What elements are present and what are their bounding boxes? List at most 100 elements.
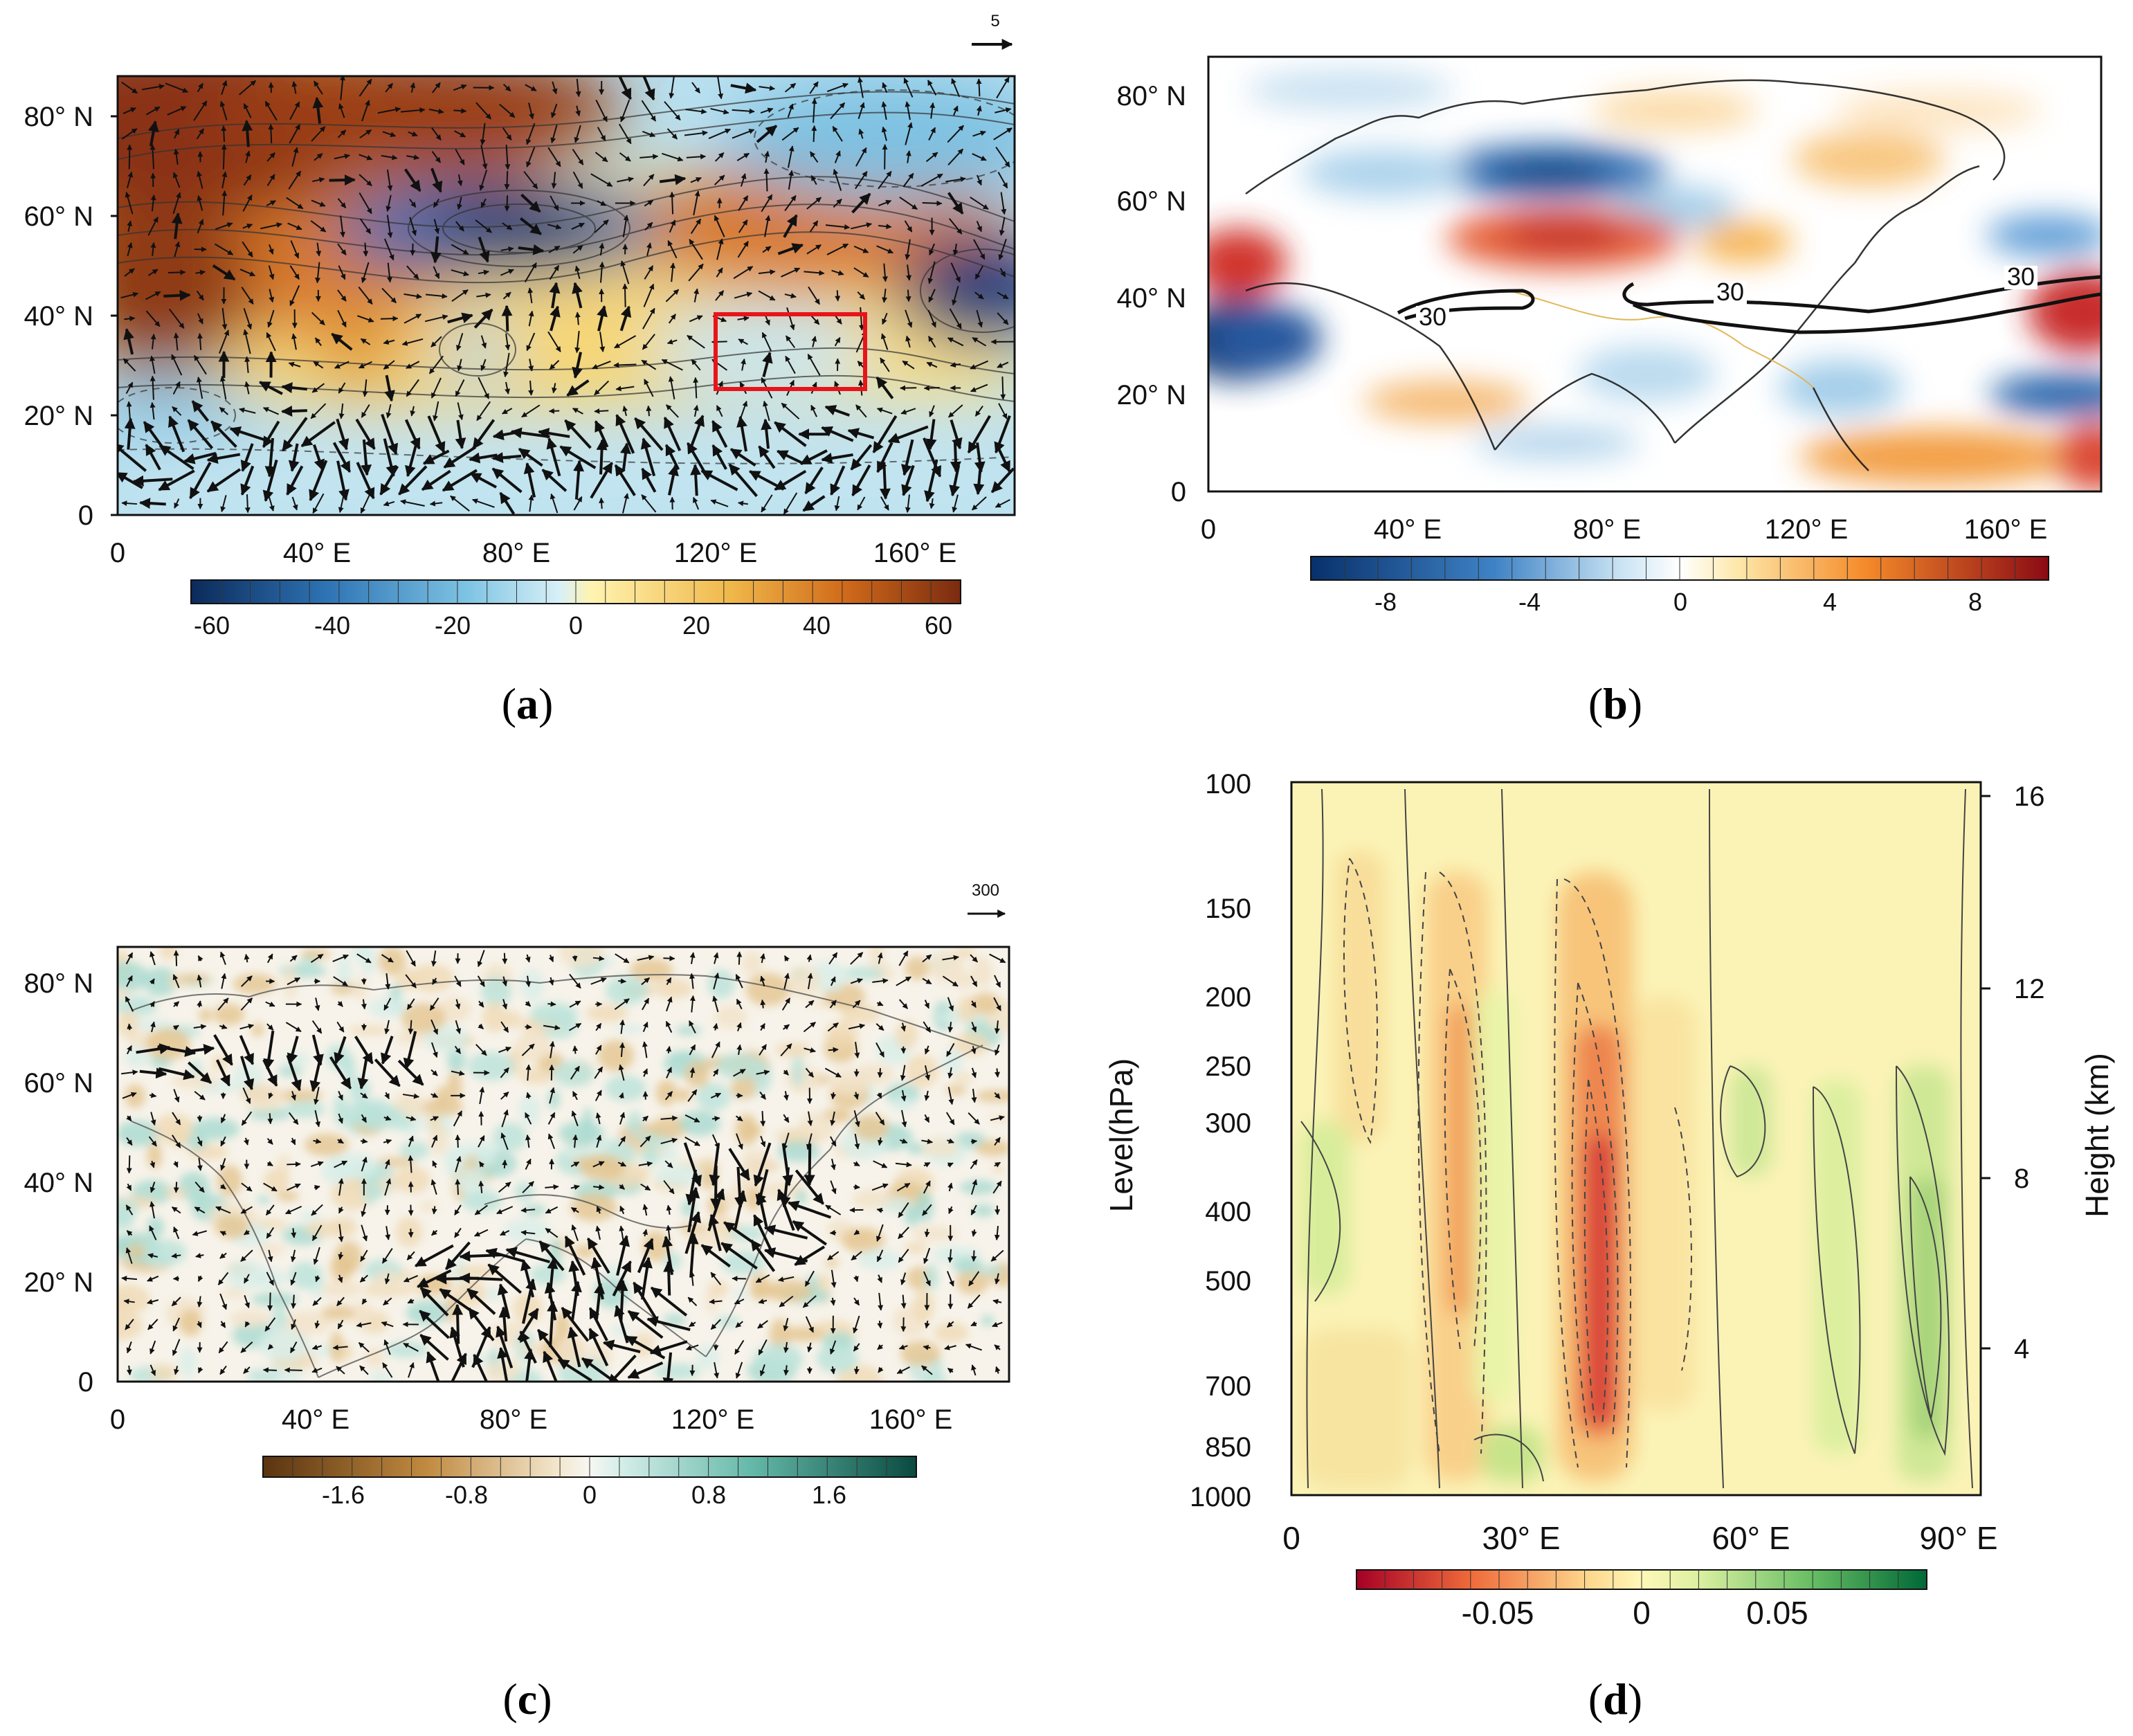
panel-d: 100 150 200 250 300 400 500 700 850 1000… (1103, 769, 2115, 1724)
wind-vector (998, 403, 1008, 419)
anomaly-patch (696, 1345, 720, 1370)
wind-vector (622, 283, 628, 307)
anomaly-patch (959, 1180, 999, 1195)
wind-vector (499, 491, 516, 515)
wind-vector (716, 405, 723, 417)
wind-vector (430, 377, 442, 399)
wind-vector (196, 128, 204, 140)
wind-vector (149, 375, 156, 400)
wind-vector (457, 174, 463, 187)
wind-vector (738, 338, 748, 345)
anomaly-patch (298, 1211, 321, 1222)
anomaly-patch (259, 1328, 308, 1362)
wind-vector (310, 403, 327, 419)
wind-vector (687, 442, 706, 473)
panel-a-caption: (a) (502, 679, 554, 728)
wind-vector (802, 495, 826, 512)
panel-d-x-axis: 0 30° E 60° E 90° E (1282, 1520, 1997, 1556)
wind-vector (267, 1113, 273, 1125)
wind-vector (401, 338, 424, 346)
wind-vector (361, 439, 372, 476)
wind-vector (642, 131, 656, 138)
wind-vector (858, 128, 864, 139)
wind-vector (143, 421, 163, 448)
anomaly-patch (745, 973, 790, 1006)
anomaly-patch (520, 969, 545, 1002)
wind-vector (948, 218, 963, 235)
wind-vector (619, 152, 631, 162)
anomaly-patch (118, 961, 149, 993)
wind-vector (572, 282, 583, 309)
anomaly-patch (145, 1027, 191, 1060)
wind-vector (313, 361, 324, 369)
wind-vector (876, 245, 894, 254)
wind-vector (127, 1023, 133, 1031)
wind-vector (922, 200, 943, 206)
panel-d-ytick: 300 (1205, 1108, 1251, 1139)
panel-b-field (1208, 57, 2101, 491)
anomaly-patch (842, 966, 884, 980)
wind-vector (714, 152, 725, 162)
anomaly-patch (547, 1089, 560, 1110)
wind-vector (878, 224, 892, 230)
anomaly-patch (570, 1193, 617, 1222)
anomaly-patch (118, 1011, 139, 1038)
anomaly-patch (586, 1004, 628, 1022)
anomaly-patch (410, 964, 455, 993)
wind-vector (972, 130, 986, 137)
anomaly-patch (753, 1344, 804, 1375)
panel-d-y-axis: 100 150 200 250 300 400 500 700 850 1000 (1190, 769, 1251, 1512)
wind-vector (219, 375, 227, 400)
wind-vector (337, 309, 347, 328)
wind-vector (808, 286, 820, 305)
wind-vector (503, 352, 510, 378)
wind-vector (409, 199, 417, 208)
panel-d-colorbar: -0.05 0 0.05 (1356, 1569, 1927, 1631)
wind-vector (925, 152, 938, 163)
wind-vector (454, 130, 466, 138)
wind-vector (451, 289, 469, 302)
panel-c-y-axis: 0 20° N 40° N 60° N 80° N (24, 968, 94, 1398)
wind-vector (145, 444, 161, 471)
wind-vector (433, 199, 440, 208)
anomaly-patch (679, 1110, 720, 1136)
anomaly-patch (978, 1265, 1004, 1276)
wind-vector (538, 428, 570, 439)
panel-a-cbtick: -60 (194, 611, 230, 640)
anomaly-patch (304, 1133, 349, 1157)
panel-b-cbtick: 8 (1968, 588, 1982, 616)
anomaly-patch (385, 1341, 429, 1358)
wind-vector (905, 309, 913, 328)
wind-vector (125, 381, 134, 395)
wind-vector (173, 148, 179, 165)
panel-a-cbtick: 0 (569, 611, 583, 640)
wind-vector (574, 265, 581, 280)
wind-vector (714, 174, 725, 186)
anomaly-patch (523, 1204, 547, 1216)
wind-vector (761, 332, 772, 352)
wind-vector (831, 269, 844, 276)
anomaly-patch (970, 956, 993, 988)
wind-vector (469, 472, 498, 489)
wind-vector (710, 499, 729, 507)
wind-vector (206, 468, 242, 493)
wind-vector (834, 150, 841, 163)
anomaly-patch (651, 1116, 689, 1139)
wind-vector (197, 1115, 203, 1123)
wind-vector (447, 312, 473, 324)
anomaly-patch (945, 1085, 967, 1096)
panel-c-field (118, 947, 1009, 1382)
wind-vector (403, 293, 422, 299)
anomaly-patch (318, 1280, 363, 1299)
anomaly-patch (186, 1134, 208, 1150)
wind-vector (821, 453, 853, 464)
wind-vector (738, 195, 749, 211)
wind-vector (168, 308, 185, 329)
wind-vector (690, 177, 702, 183)
anomaly-patch (934, 1322, 970, 1343)
wind-vector (145, 106, 161, 116)
wind-vector (337, 289, 347, 302)
anomaly-patch (992, 1164, 1004, 1174)
panel-b-ytick: 80° N (1117, 81, 1187, 111)
